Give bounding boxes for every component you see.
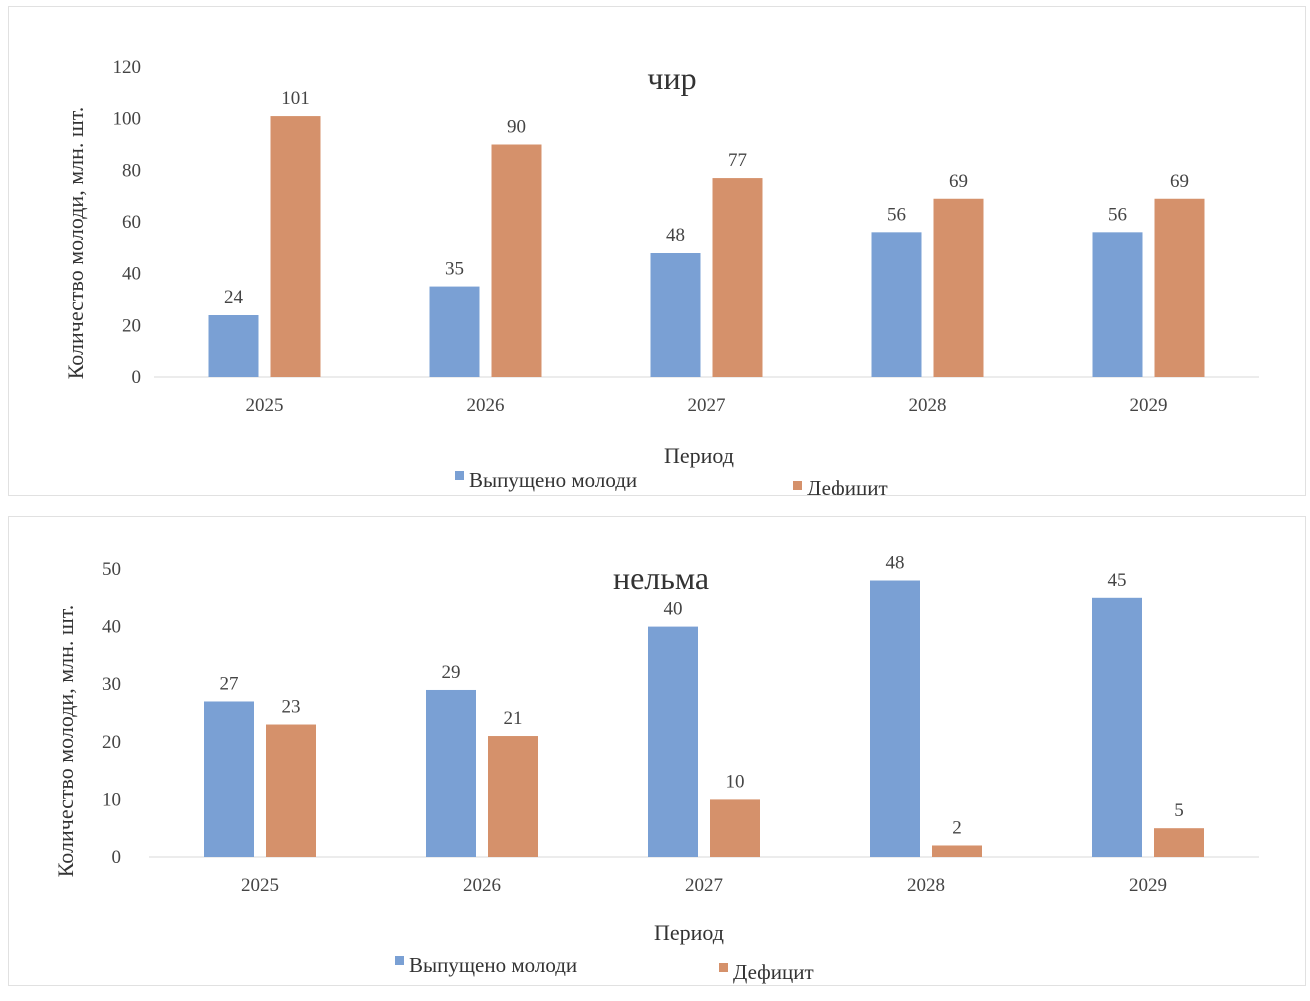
data-label-deficit-2029: 5 [1174,800,1184,821]
x-tick-label: 2029 [1129,875,1167,896]
bar-deficit-2029 [1154,198,1205,377]
legend-swatch-released [455,471,464,480]
y-tick-label: 20 [102,732,121,753]
x-axis-label: Период [664,443,734,468]
y-tick-label: 120 [113,57,142,78]
y-tick-label: 30 [102,674,121,695]
data-label-released-2025: 27 [220,673,239,694]
bar-deficit-2027 [710,799,760,857]
x-tick-label: 2028 [909,395,947,416]
data-label-released-2029: 56 [1108,204,1127,225]
data-label-released-2029: 45 [1108,570,1127,591]
data-label-deficit-2026: 21 [504,708,523,729]
y-tick-label: 80 [122,160,141,181]
legend-swatch-released [395,956,404,965]
bar-deficit-2025 [266,724,316,857]
bar-deficit-2028 [932,845,982,857]
y-tick-label: 20 [122,315,141,336]
bar-released-2029 [1092,597,1142,857]
bar-released-2028 [871,232,922,377]
bar-released-2028 [870,580,920,857]
data-label-deficit-2025: 101 [281,88,310,109]
y-tick-label: 60 [122,212,141,233]
data-label-released-2025: 24 [224,287,244,308]
data-label-released-2027: 40 [664,599,683,620]
y-tick-label: 0 [112,847,122,868]
bar-deficit-2026 [491,144,542,377]
x-tick-label: 2025 [241,875,279,896]
legend-label-deficit: Дефицит [733,960,814,984]
data-label-deficit-2029: 69 [1170,171,1189,192]
chart-panel-nelma: нельма Количество молоди, млн. шт. Перио… [8,516,1306,986]
data-label-released-2026: 29 [442,662,461,683]
bar-deficit-2027 [712,178,763,377]
bar-released-2027 [650,253,701,377]
legend-label-deficit: Дефицит [807,476,888,495]
bar-deficit-2025 [270,116,321,377]
y-axis-label: Количество молоди, млн. шт. [63,107,88,380]
data-label-deficit-2026: 90 [507,117,526,138]
chart-nelma: нельма Количество молоди, млн. шт. Перио… [53,553,1259,984]
legend-label-released: Выпущено молоди [469,468,637,492]
x-tick-label: 2026 [463,875,501,896]
y-tick-label: 0 [132,367,142,388]
data-label-deficit-2027: 77 [728,150,747,171]
y-tick-label: 50 [102,559,121,580]
legend-swatch-deficit [793,481,802,490]
bar-deficit-2028 [933,198,984,377]
data-label-deficit-2027: 10 [726,771,745,792]
bar-released-2026 [429,286,480,377]
legend-label-released: Выпущено молоди [409,953,577,977]
bar-deficit-2029 [1154,828,1204,857]
y-tick-label: 40 [122,264,141,285]
bar-released-2027 [648,626,698,857]
x-tick-label: 2028 [907,875,945,896]
bar-released-2029 [1092,232,1143,377]
data-label-deficit-2028: 69 [949,171,968,192]
y-tick-label: 40 [102,617,121,638]
y-axis-label: Количество молоди, млн. шт. [53,605,78,878]
data-label-released-2027: 48 [666,225,685,246]
data-label-released-2028: 56 [887,204,906,225]
x-tick-label: 2029 [1130,395,1168,416]
legend: Выпущено молоди Дефицит [395,953,814,984]
bar-released-2025 [208,315,259,377]
chart-title: нельма [613,560,709,596]
data-label-deficit-2028: 2 [952,817,962,838]
bar-released-2025 [204,701,254,857]
data-label-released-2026: 35 [445,259,464,280]
data-label-deficit-2025: 23 [282,697,301,718]
chart-chir: чир Количество молоди, млн. шт. Период 0… [63,57,1259,495]
bar-released-2026 [426,689,476,857]
bar-deficit-2026 [488,736,538,857]
chart-title: чир [647,60,696,96]
x-tick-label: 2027 [688,395,726,416]
x-tick-label: 2025 [246,395,284,416]
y-tick-label: 10 [102,789,121,810]
data-label-released-2028: 48 [886,553,905,574]
x-axis-label: Период [654,920,724,945]
y-tick-label: 100 [113,109,142,130]
legend: Выпущено молоди Дефицит [455,468,888,495]
x-tick-label: 2026 [467,395,505,416]
legend-swatch-deficit [719,963,728,972]
x-tick-label: 2027 [685,875,723,896]
chart-panel-chir: чир Количество молоди, млн. шт. Период 0… [8,6,1306,496]
